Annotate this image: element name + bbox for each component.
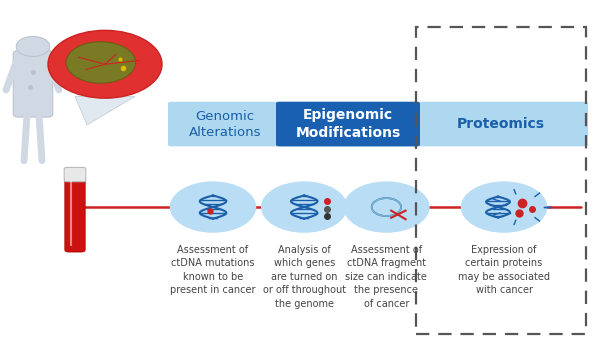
FancyBboxPatch shape [65, 176, 85, 252]
FancyBboxPatch shape [64, 167, 86, 182]
Circle shape [66, 42, 136, 83]
FancyBboxPatch shape [276, 102, 420, 146]
FancyBboxPatch shape [168, 102, 588, 146]
Text: Expression of
certain proteins
may be associated
with cancer: Expression of certain proteins may be as… [458, 245, 550, 295]
Polygon shape [75, 96, 135, 125]
Circle shape [170, 181, 256, 233]
Text: Assessment of
ctDNA mutations
known to be
present in cancer: Assessment of ctDNA mutations known to b… [170, 245, 256, 295]
Circle shape [261, 181, 347, 233]
Text: Analysis of
which genes
are turned on
or off throughout
the genome: Analysis of which genes are turned on or… [263, 245, 346, 309]
Circle shape [461, 181, 547, 233]
Circle shape [16, 36, 50, 56]
Text: Proteomics: Proteomics [457, 117, 545, 131]
Text: Assessment of
ctDNA fragment
size can indicate
the presence
of cancer: Assessment of ctDNA fragment size can in… [346, 245, 427, 309]
Circle shape [48, 30, 162, 98]
Text: Epigenomic
Modifications: Epigenomic Modifications [295, 109, 401, 140]
FancyBboxPatch shape [13, 51, 53, 117]
Text: Genomic
Alterations: Genomic Alterations [189, 110, 261, 139]
Circle shape [343, 181, 430, 233]
